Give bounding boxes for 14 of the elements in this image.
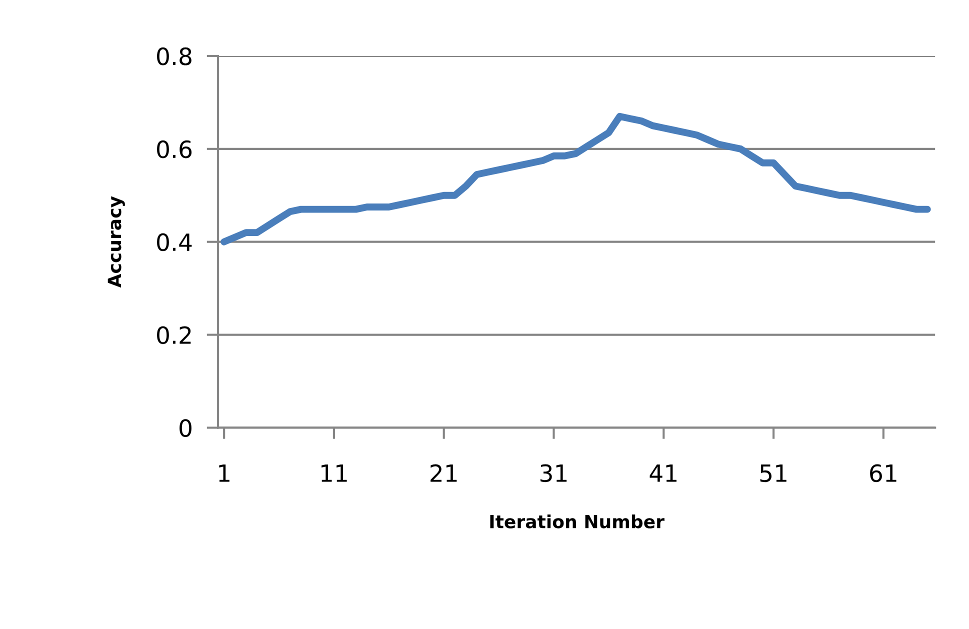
x-tick-label: 11	[322, 464, 347, 482]
x-tick-label: 1	[219, 464, 230, 482]
y-axis-title: Accuracy	[108, 196, 125, 288]
x-tick-label: 31	[540, 464, 567, 482]
y-tick-label: 0.2	[157, 326, 191, 344]
x-tick-label: 61	[870, 464, 896, 482]
x-tick-label: 51	[760, 464, 786, 482]
y-tick-label: 0.8	[157, 47, 192, 66]
y-tick-label: 0.4	[157, 233, 192, 252]
x-tick-label: 41	[650, 464, 676, 482]
y-tick-label: 0.6	[157, 140, 192, 158]
x-tick-label: 21	[430, 464, 457, 482]
y-tick-label: 0	[180, 419, 192, 438]
x-axis-title: Iteration Number	[490, 514, 664, 528]
